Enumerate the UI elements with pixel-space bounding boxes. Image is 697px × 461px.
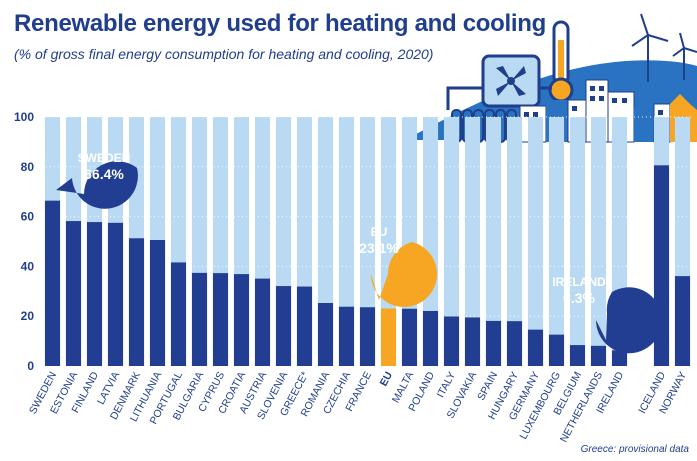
callout-eu-name: EU bbox=[371, 225, 388, 239]
bar bbox=[65, 221, 82, 366]
bar bbox=[485, 320, 502, 366]
bar bbox=[317, 303, 334, 366]
bar bbox=[296, 286, 313, 366]
y-tick-label: 40 bbox=[21, 259, 35, 273]
callout-sweden-name: SWEDEN bbox=[78, 151, 131, 165]
bar-background bbox=[548, 117, 565, 366]
y-tick-label: 80 bbox=[21, 160, 35, 174]
bar bbox=[44, 200, 61, 366]
callout-sweden-value: 66.4% bbox=[84, 166, 124, 182]
bar-background bbox=[443, 117, 460, 366]
bar-background bbox=[464, 117, 481, 366]
bar-background bbox=[527, 117, 544, 366]
bar-background bbox=[338, 117, 355, 366]
bar bbox=[569, 345, 586, 366]
chart-title: Renewable energy used for heating and co… bbox=[14, 10, 546, 37]
bar bbox=[149, 240, 166, 366]
bar bbox=[590, 345, 607, 366]
bars bbox=[44, 165, 691, 366]
y-tick-label: 60 bbox=[21, 210, 35, 224]
callout-sweden-bubble bbox=[56, 161, 138, 209]
bar bbox=[380, 308, 397, 366]
bar bbox=[107, 222, 124, 366]
bar-background bbox=[422, 117, 439, 366]
callout-sweden: SWEDEN 66.4% bbox=[56, 151, 138, 209]
bar bbox=[212, 273, 229, 366]
callout-ireland-value: 6.3% bbox=[563, 290, 595, 306]
bar bbox=[254, 278, 271, 366]
chart-subtitle: (% of gross final energy consumption for… bbox=[14, 46, 434, 62]
bar bbox=[548, 334, 565, 366]
bar bbox=[170, 262, 187, 366]
bar bbox=[275, 286, 292, 366]
callout-eu: EU 23.1% bbox=[359, 225, 437, 308]
footnote: Greece: provisional data bbox=[580, 444, 689, 455]
bar bbox=[527, 329, 544, 366]
y-tick-label: 100 bbox=[14, 110, 34, 124]
bar bbox=[464, 317, 481, 366]
x-tick-label: EU bbox=[378, 370, 395, 389]
callout-ireland-name: IRELAND bbox=[552, 275, 606, 289]
bar-background bbox=[506, 117, 523, 366]
bar bbox=[359, 307, 376, 366]
bar-background bbox=[590, 117, 607, 366]
wind-turbine-icon bbox=[631, 13, 697, 82]
bar bbox=[674, 276, 691, 366]
callout-ireland-bubble bbox=[595, 287, 662, 354]
bar-background bbox=[359, 117, 376, 366]
bar bbox=[506, 321, 523, 366]
bar bbox=[401, 308, 418, 366]
bar-background bbox=[569, 117, 586, 366]
fan-icon bbox=[481, 54, 541, 108]
thermometer-icon bbox=[548, 20, 574, 103]
bar bbox=[443, 316, 460, 366]
bar bbox=[128, 238, 145, 366]
pipe-line bbox=[446, 86, 552, 110]
bar bbox=[191, 272, 208, 366]
bar bbox=[338, 306, 355, 366]
x-axis-labels: SWEDENESTONIAFINLANDLATVIADENMARKLITHUAN… bbox=[27, 369, 689, 444]
callout-ireland: IRELAND 6.3% bbox=[552, 275, 662, 354]
callout-eu-value: 23.1% bbox=[359, 240, 399, 256]
bar bbox=[422, 310, 439, 366]
bar bbox=[86, 222, 103, 366]
bar bbox=[233, 274, 250, 366]
y-axis-ticks: 0 20 40 60 80 100 bbox=[14, 110, 34, 373]
callout-eu-bubble bbox=[371, 242, 437, 308]
y-tick-label: 0 bbox=[27, 359, 34, 373]
bar bbox=[611, 350, 628, 366]
y-tick-label: 20 bbox=[21, 309, 35, 323]
radiator-icon bbox=[451, 109, 517, 143]
bar-background bbox=[485, 117, 502, 366]
